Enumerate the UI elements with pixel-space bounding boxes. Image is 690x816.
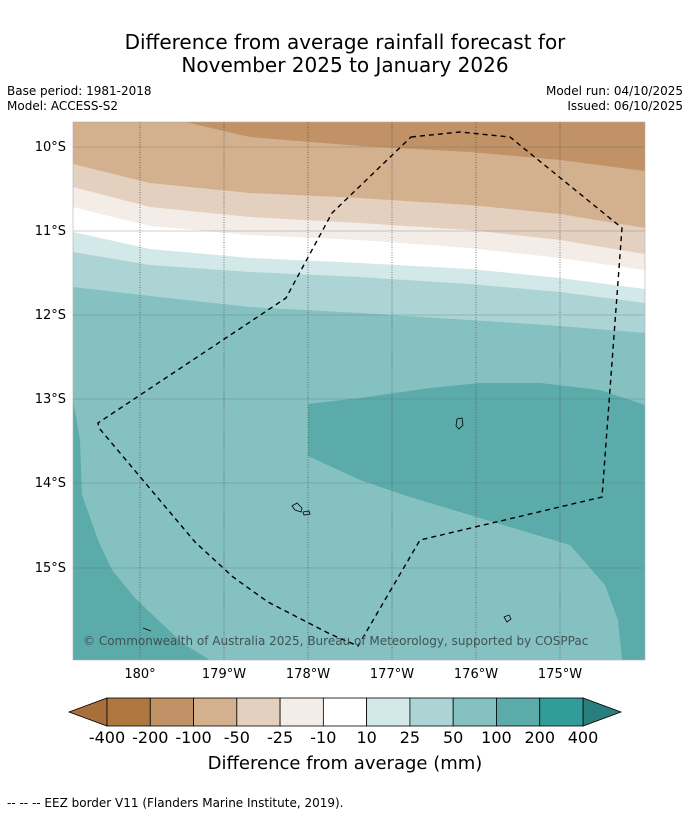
islands bbox=[142, 417, 512, 632]
title-line-2: November 2025 to January 2026 bbox=[181, 53, 509, 77]
map-frame bbox=[72, 121, 646, 661]
lat-label: 12°S bbox=[35, 308, 66, 323]
lat-label: 15°S bbox=[35, 561, 66, 576]
colorbar-swatch bbox=[366, 697, 411, 727]
colorbar-swatch bbox=[236, 697, 281, 727]
colorbar-swatch bbox=[409, 697, 454, 727]
gridlines bbox=[73, 122, 645, 660]
colorbar-swatch bbox=[193, 697, 238, 727]
latitude-lines bbox=[73, 146, 645, 569]
colorbar-swatch bbox=[279, 697, 324, 727]
map-fill-bands bbox=[73, 122, 645, 660]
longitude-lines bbox=[139, 122, 561, 660]
band-100-200-southwest bbox=[73, 400, 210, 660]
meta-right: Model run: 04/10/2025 Issued: 06/10/2025 bbox=[546, 84, 683, 114]
lat-label: 13°S bbox=[35, 392, 66, 407]
colorbar-tick-label: -100 bbox=[175, 728, 211, 747]
eez-border bbox=[97, 131, 623, 647]
chart-title: Difference from average rainfall forecas… bbox=[0, 31, 690, 77]
model-name: Model: ACCESS-S2 bbox=[7, 99, 119, 113]
latitude-labels: 10°S 11°S 12°S 13°S 14°S 15°S bbox=[35, 140, 66, 576]
lat-label: 14°S bbox=[35, 476, 66, 491]
band-minus200-minus100 bbox=[185, 122, 645, 171]
lon-label: 179°W bbox=[202, 667, 246, 682]
colorbar-tick-label: 400 bbox=[568, 728, 599, 747]
island-ono-i-lau bbox=[503, 614, 512, 623]
colorbar: -400 -200 -100 -50 -25 -10 10 25 50 100 200 400 bbox=[67, 697, 623, 747]
colorbar-extend-low bbox=[67, 697, 108, 727]
lon-label: 175°W bbox=[538, 667, 582, 682]
model-run: Model run: 04/10/2025 bbox=[545, 84, 683, 98]
colorbar-tick-label: -400 bbox=[89, 728, 125, 747]
lat-label: 10°S bbox=[35, 140, 66, 155]
base-period: Base period: 1981-2018 bbox=[7, 84, 152, 98]
colorbar-tick-label: -50 bbox=[224, 728, 250, 747]
issued-date: Issued: 06/10/2025 bbox=[567, 99, 683, 113]
colorbar-tick-label: 100 bbox=[481, 728, 512, 747]
copyright-notice: © Commonwealth of Australia 2025, Bureau… bbox=[83, 634, 588, 648]
rainfall-map: © Commonwealth of Australia 2025, Bureau… bbox=[35, 121, 646, 747]
lon-label: 176°W bbox=[454, 667, 498, 682]
colorbar-swatch bbox=[149, 697, 194, 727]
island-ono bbox=[302, 510, 311, 516]
colorbar-tick-label: 200 bbox=[524, 728, 555, 747]
island-lau-group bbox=[455, 417, 464, 430]
longitude-labels: 180° 179°W 178°W 177°W 176°W 175°W bbox=[124, 667, 582, 682]
meta-left: Base period: 1981-2018 Model: ACCESS-S2 bbox=[7, 84, 152, 114]
colorbar-extend-high bbox=[582, 697, 623, 727]
colorbar-swatch bbox=[322, 697, 368, 727]
eez-legend-note: -- -- -- EEZ border V11 (Flanders Marine… bbox=[7, 796, 344, 810]
colorbar-swatch bbox=[539, 697, 584, 727]
lon-label: 177°W bbox=[370, 667, 414, 682]
colorbar-title: Difference from average (mm) bbox=[207, 753, 483, 774]
lon-label: 178°W bbox=[286, 667, 330, 682]
lon-label: 180° bbox=[124, 667, 155, 682]
island-southwest-reef bbox=[142, 627, 152, 632]
title-line-1: Difference from average rainfall forecas… bbox=[124, 30, 566, 54]
island-kadavu bbox=[291, 502, 303, 513]
colorbar-swatch bbox=[452, 697, 497, 727]
colorbar-tick-label: -10 bbox=[310, 728, 336, 747]
colorbar-swatch bbox=[496, 697, 541, 727]
colorbar-tick-label: 50 bbox=[443, 728, 463, 747]
colorbar-tick-label: -200 bbox=[132, 728, 168, 747]
lat-label: 11°S bbox=[35, 224, 66, 239]
colorbar-tick-label: 10 bbox=[356, 728, 376, 747]
colorbar-tick-label: -25 bbox=[267, 728, 293, 747]
colorbar-tick-label: 25 bbox=[400, 728, 420, 747]
colorbar-swatch bbox=[106, 697, 151, 727]
